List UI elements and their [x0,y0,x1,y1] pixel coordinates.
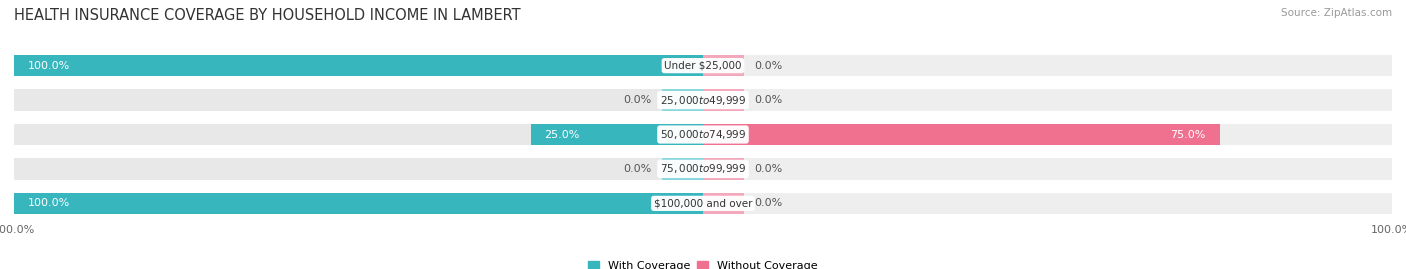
Text: 0.0%: 0.0% [755,95,783,105]
Text: 0.0%: 0.0% [623,164,651,174]
Text: $75,000 to $99,999: $75,000 to $99,999 [659,162,747,175]
Text: Source: ZipAtlas.com: Source: ZipAtlas.com [1281,8,1392,18]
Bar [14,124,703,145]
Bar [703,158,1392,180]
Text: 0.0%: 0.0% [755,164,783,174]
Bar [14,55,703,76]
Bar [703,158,744,180]
Bar [703,89,744,111]
Text: 100.0%: 100.0% [28,61,70,71]
Text: $25,000 to $49,999: $25,000 to $49,999 [659,94,747,107]
Bar [703,89,1392,111]
Text: 100.0%: 100.0% [28,198,70,208]
Legend: With Coverage, Without Coverage: With Coverage, Without Coverage [583,256,823,269]
Text: 25.0%: 25.0% [544,129,579,140]
Text: 0.0%: 0.0% [755,61,783,71]
Text: 75.0%: 75.0% [1171,129,1206,140]
Bar [531,124,703,145]
Bar [14,89,703,111]
Bar [703,193,744,214]
Text: $50,000 to $74,999: $50,000 to $74,999 [659,128,747,141]
Text: $100,000 and over: $100,000 and over [654,198,752,208]
Bar [14,55,703,76]
Text: 0.0%: 0.0% [755,198,783,208]
Bar [14,158,703,180]
Bar [703,193,1392,214]
Bar [14,193,703,214]
Bar [703,55,744,76]
Bar [662,89,703,111]
Bar [14,193,703,214]
Text: Under $25,000: Under $25,000 [664,61,742,71]
Bar [703,124,1219,145]
Text: 0.0%: 0.0% [623,95,651,105]
Bar [703,124,1392,145]
Bar [662,158,703,180]
Text: HEALTH INSURANCE COVERAGE BY HOUSEHOLD INCOME IN LAMBERT: HEALTH INSURANCE COVERAGE BY HOUSEHOLD I… [14,8,520,23]
Bar [703,55,1392,76]
